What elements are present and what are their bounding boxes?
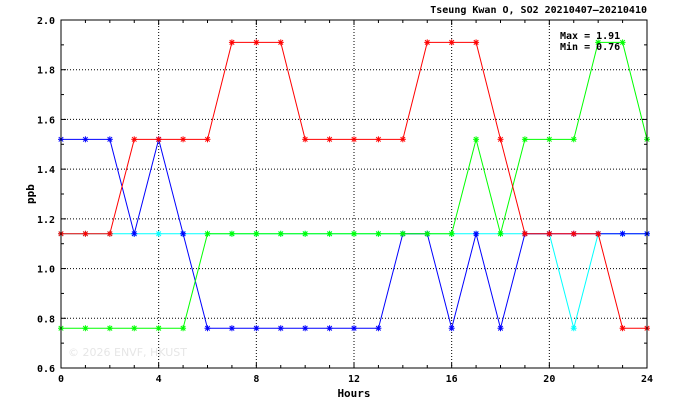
data-point xyxy=(351,136,357,143)
y-tick-label: 1.0 xyxy=(37,265,55,276)
y-tick-label: 2.0 xyxy=(37,16,55,27)
max-label: Max = 1.91 xyxy=(560,31,620,42)
data-point xyxy=(180,230,187,237)
data-point xyxy=(326,325,333,332)
data-point xyxy=(448,230,455,237)
data-point xyxy=(546,136,553,143)
data-point xyxy=(473,39,480,46)
data-point xyxy=(399,136,406,143)
data-point xyxy=(521,230,528,237)
x-tick-label: 12 xyxy=(348,374,360,385)
min-label: Min = 0.76 xyxy=(560,41,620,53)
data-point xyxy=(228,39,235,46)
data-point xyxy=(131,230,138,237)
grid-lines xyxy=(61,20,647,368)
data-point xyxy=(180,325,187,332)
data-point xyxy=(424,39,431,46)
data-point xyxy=(204,136,211,143)
x-tick-label: 0 xyxy=(58,374,64,385)
data-point xyxy=(82,230,89,237)
y-tick-label: 1.8 xyxy=(37,66,55,77)
x-tick-label: 4 xyxy=(156,374,162,385)
data-point xyxy=(448,325,455,332)
data-point xyxy=(351,230,357,237)
data-point xyxy=(570,325,577,332)
data-point xyxy=(204,230,211,237)
data-point xyxy=(131,325,138,332)
chart-title: Tseung Kwan O, SO2 20210407–20210410 xyxy=(430,5,647,16)
data-point xyxy=(570,136,577,143)
y-tick-label: 0.8 xyxy=(37,314,55,325)
data-point xyxy=(180,136,187,143)
data-point xyxy=(351,325,357,332)
data-point xyxy=(619,325,626,332)
data-point xyxy=(375,136,382,143)
y-tick-label: 1.4 xyxy=(37,165,55,176)
data-point xyxy=(302,230,309,237)
data-point xyxy=(424,230,431,237)
data-point xyxy=(473,230,480,237)
data-point xyxy=(595,230,602,237)
data-point xyxy=(326,230,333,237)
data-point xyxy=(106,230,113,237)
data-point xyxy=(399,230,406,237)
y-tick-label: 0.6 xyxy=(37,364,55,375)
data-point xyxy=(375,325,382,332)
data-point xyxy=(595,39,602,46)
data-point xyxy=(106,136,113,143)
axis-ticks: 0 4 8 12 16 20 24 0.6 0.8 1.0 1.2 1.4 1.6 1.8 2.0 xyxy=(37,16,653,385)
data-point xyxy=(570,230,577,237)
data-point xyxy=(497,325,504,332)
data-point xyxy=(326,136,333,143)
data-point xyxy=(546,230,553,237)
data-point xyxy=(253,230,260,237)
data-point xyxy=(277,39,284,46)
copyright-watermark: © 2026 ENVF, HKUST xyxy=(68,346,187,359)
data-point xyxy=(82,325,89,332)
x-axis-title: Hours xyxy=(337,387,370,400)
data-point xyxy=(155,325,162,332)
series-3 xyxy=(58,39,650,332)
data-point xyxy=(497,136,504,143)
series-4 xyxy=(58,39,650,332)
data-point xyxy=(619,39,626,46)
data-point xyxy=(228,325,235,332)
data-point xyxy=(277,325,284,332)
x-tick-label: 20 xyxy=(543,374,555,385)
data-point xyxy=(155,230,162,237)
data-point xyxy=(253,325,260,332)
data-point xyxy=(106,325,113,332)
data-point xyxy=(302,325,309,332)
data-point xyxy=(497,230,504,237)
series-layer xyxy=(58,39,650,332)
data-point xyxy=(82,136,89,143)
data-point xyxy=(204,325,211,332)
x-tick-label: 16 xyxy=(446,374,458,385)
data-point xyxy=(302,136,309,143)
data-point xyxy=(521,136,528,143)
x-tick-label: 8 xyxy=(253,374,259,385)
data-point xyxy=(473,136,480,143)
y-tick-label: 1.6 xyxy=(37,115,55,126)
data-point xyxy=(253,39,260,46)
data-point xyxy=(375,230,382,237)
data-point xyxy=(131,136,138,143)
data-point xyxy=(619,230,626,237)
data-point xyxy=(448,39,455,46)
data-point xyxy=(228,230,235,237)
y-axis-title: ppb xyxy=(24,184,37,204)
y-tick-label: 1.2 xyxy=(37,215,55,226)
data-point xyxy=(277,230,284,237)
data-point xyxy=(155,136,162,143)
x-tick-label: 24 xyxy=(641,374,653,385)
